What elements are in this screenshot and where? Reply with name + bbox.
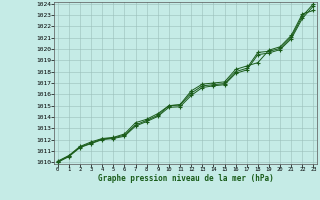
- X-axis label: Graphe pression niveau de la mer (hPa): Graphe pression niveau de la mer (hPa): [98, 174, 274, 183]
